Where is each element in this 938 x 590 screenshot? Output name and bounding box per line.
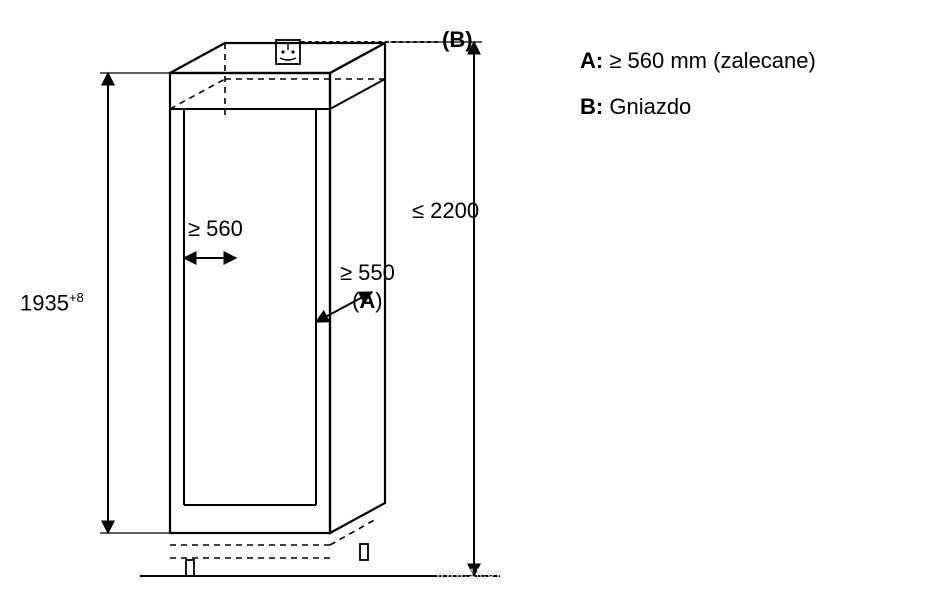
dim-height-left-sup: +8 <box>69 290 84 305</box>
dim-height-right: ≤ 2200 <box>412 198 479 224</box>
watermark: www.1k.by <box>436 566 502 580</box>
marker-b-letter: B <box>449 27 465 52</box>
marker-a: (A) <box>352 288 383 314</box>
cabinet-front <box>170 73 330 533</box>
legend-row-a: A: ≥ 560 mm (zalecane) <box>580 48 816 74</box>
marker-b: (B) <box>442 27 473 53</box>
legend-text-b: Gniazdo <box>609 94 691 119</box>
dim-depth-inner: ≥ 550 <box>340 260 395 286</box>
diagram-stage: (B) 1935+8 ≤ 2200 ≥ 560 ≥ 550 (A) A: ≥ 5… <box>0 0 938 590</box>
legend-key-b: B: <box>580 94 603 119</box>
legend-row-b: B: Gniazdo <box>580 94 816 120</box>
legend-text-a: ≥ 560 mm (zalecane) <box>609 48 816 73</box>
dim-width-inner: ≥ 560 <box>188 216 243 242</box>
cabinet-top <box>170 43 385 73</box>
dim-height-left: 1935+8 <box>20 290 84 316</box>
legend: A: ≥ 560 mm (zalecane) B: Gniazdo <box>580 48 816 140</box>
legend-key-a: A: <box>580 48 603 73</box>
dim-height-left-value: 1935 <box>20 290 69 315</box>
